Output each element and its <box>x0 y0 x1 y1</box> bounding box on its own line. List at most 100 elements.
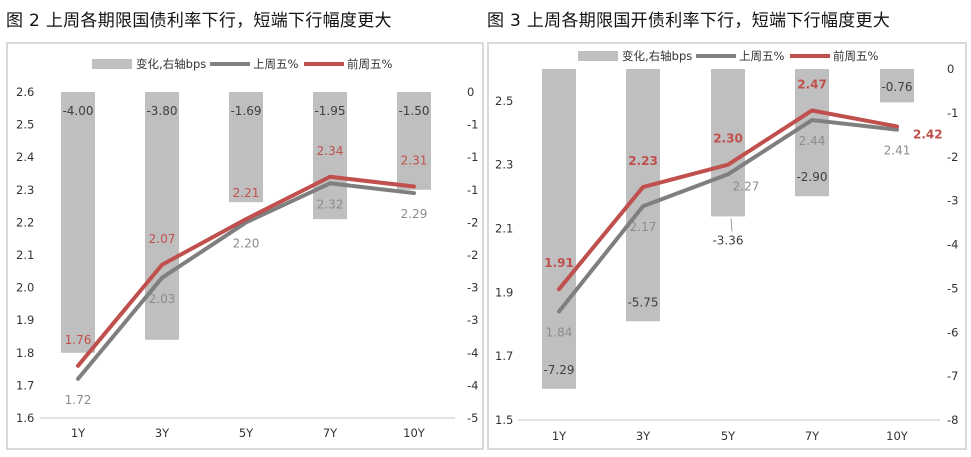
left-axis-tick-label: 2.0 <box>16 281 34 295</box>
right-axis-tick-label: -3 <box>467 313 478 327</box>
legend-label: 变化,右轴bps <box>622 49 692 63</box>
right-axis-tick-label: -2 <box>947 150 958 164</box>
bar <box>880 69 914 103</box>
x-axis-tick-label: 1Y <box>71 426 86 440</box>
last-friday-data-label: 2.27 <box>733 179 760 193</box>
left-axis-tick-label: 2.1 <box>495 222 513 236</box>
bar-data-label: -4.00 <box>62 104 93 118</box>
bar-data-label: -1.95 <box>314 104 345 118</box>
right-axis-tick-label: -4 <box>947 238 958 252</box>
bar-data-label: -7.29 <box>543 363 574 377</box>
x-axis-tick-label: 1Y <box>552 429 567 443</box>
right-axis-tick-label: -1 <box>467 183 478 197</box>
last-friday-data-label: 1.72 <box>65 393 92 407</box>
figure-2-title: 图 2 上周各期限国债利率下行，短端下行幅度更大 <box>6 11 392 31</box>
x-axis-tick-label: 5Y <box>721 429 736 443</box>
bar <box>229 92 263 203</box>
last-friday-data-label: 2.17 <box>630 220 657 234</box>
right-axis-tick-label: -1 <box>947 106 958 120</box>
right-axis-tick-label: 0 <box>947 62 954 76</box>
line-prev-friday <box>557 108 899 292</box>
bar <box>313 92 347 220</box>
chart-panel-1 <box>6 42 484 450</box>
left-axis-tick-label: 1.7 <box>495 349 513 363</box>
bar-data-label: -3.80 <box>146 104 177 118</box>
bar <box>397 92 431 190</box>
left-axis-tick-label: 2.6 <box>16 85 34 99</box>
x-axis-tick-label: 3Y <box>636 429 651 443</box>
prev-friday-data-label: 2.34 <box>317 144 344 158</box>
prev-friday-data-label: 1.91 <box>544 256 574 270</box>
bar-data-label: -0.76 <box>881 80 912 94</box>
line-last-friday <box>76 181 416 381</box>
x-axis-tick-label: 10Y <box>886 429 909 443</box>
left-axis-tick-label: 1.6 <box>16 411 34 425</box>
right-axis-tick-label: -1 <box>467 150 478 164</box>
line-prev-friday <box>76 174 416 368</box>
bar-data-label: -1.69 <box>230 104 261 118</box>
last-friday-data-label: 2.41 <box>884 144 911 158</box>
right-axis-tick-label: -1 <box>467 118 478 132</box>
legend-label: 前周五% <box>347 57 392 71</box>
legend-label: 变化,右轴bps <box>136 57 206 71</box>
right-axis-tick-label: -3 <box>947 194 958 208</box>
bar <box>145 92 179 340</box>
prev-friday-data-label: 2.21 <box>233 186 260 200</box>
right-axis-tick-label: -4 <box>467 378 478 392</box>
bar <box>795 69 829 197</box>
left-axis-tick-label: 2.3 <box>16 183 34 197</box>
chart-panel-2 <box>487 42 967 450</box>
last-friday-data-label: 2.44 <box>799 134 826 148</box>
bar-data-label: -5.75 <box>627 295 658 309</box>
last-friday-data-label: 2.20 <box>233 236 260 250</box>
legend-swatch-bar <box>92 59 132 69</box>
left-axis-tick-label: 1.8 <box>16 346 34 360</box>
left-axis-tick-label: 2.5 <box>495 94 513 108</box>
x-axis-tick-label: 7Y <box>323 426 338 440</box>
left-axis-tick-label: 1.9 <box>495 285 513 299</box>
x-axis-tick-label: 10Y <box>403 426 426 440</box>
legend-swatch-bar <box>578 51 618 61</box>
right-axis-tick-label: -5 <box>947 281 958 295</box>
prev-friday-data-label: 2.07 <box>149 232 176 246</box>
left-axis-tick-label: 1.9 <box>16 313 34 327</box>
right-axis-tick-label: -5 <box>467 411 478 425</box>
x-axis-tick-label: 3Y <box>155 426 170 440</box>
bar <box>61 92 95 353</box>
bar <box>626 69 660 322</box>
last-friday-data-label: 2.32 <box>317 197 344 211</box>
left-axis-tick-label: 2.4 <box>16 150 34 164</box>
x-axis-tick-label: 7Y <box>805 429 820 443</box>
bar <box>711 69 745 217</box>
prev-friday-data-label: 2.47 <box>797 77 827 91</box>
prev-friday-data-label: 2.31 <box>401 154 428 168</box>
bar <box>542 69 576 389</box>
legend-label: 上周五% <box>253 57 298 71</box>
left-axis-tick-label: 2.5 <box>16 118 34 132</box>
last-friday-data-label: 2.29 <box>401 207 428 221</box>
right-axis-tick-label: -2 <box>467 215 478 229</box>
right-axis-tick-label: -6 <box>947 325 958 339</box>
legend-label: 前周五% <box>833 49 878 63</box>
right-axis-tick-label: 0 <box>467 85 474 99</box>
last-friday-data-label: 2.03 <box>149 292 176 306</box>
left-axis-tick-label: 1.7 <box>16 378 34 392</box>
last-friday-data-label: 1.84 <box>546 326 573 340</box>
legend-label: 上周五% <box>739 49 784 63</box>
prev-friday-data-label: 2.23 <box>628 154 658 168</box>
right-axis-tick-label: -7 <box>947 369 958 383</box>
prev-friday-data-label: 2.30 <box>713 132 743 146</box>
bar-data-label: -1.50 <box>398 104 429 118</box>
right-axis-tick-label: -4 <box>467 346 478 360</box>
prev-friday-data-label: 2.42 <box>913 127 943 141</box>
bar-data-label: -2.90 <box>796 170 827 184</box>
left-axis-tick-label: 2.2 <box>16 215 34 229</box>
line-last-friday <box>557 118 899 314</box>
left-axis-tick-label: 2.1 <box>16 248 34 262</box>
right-axis-tick-label: -2 <box>467 248 478 262</box>
left-axis-tick-label: 2.3 <box>495 158 513 172</box>
leader-line <box>730 218 733 232</box>
right-axis-tick-label: -8 <box>947 413 958 427</box>
prev-friday-data-label: 1.76 <box>65 333 92 347</box>
